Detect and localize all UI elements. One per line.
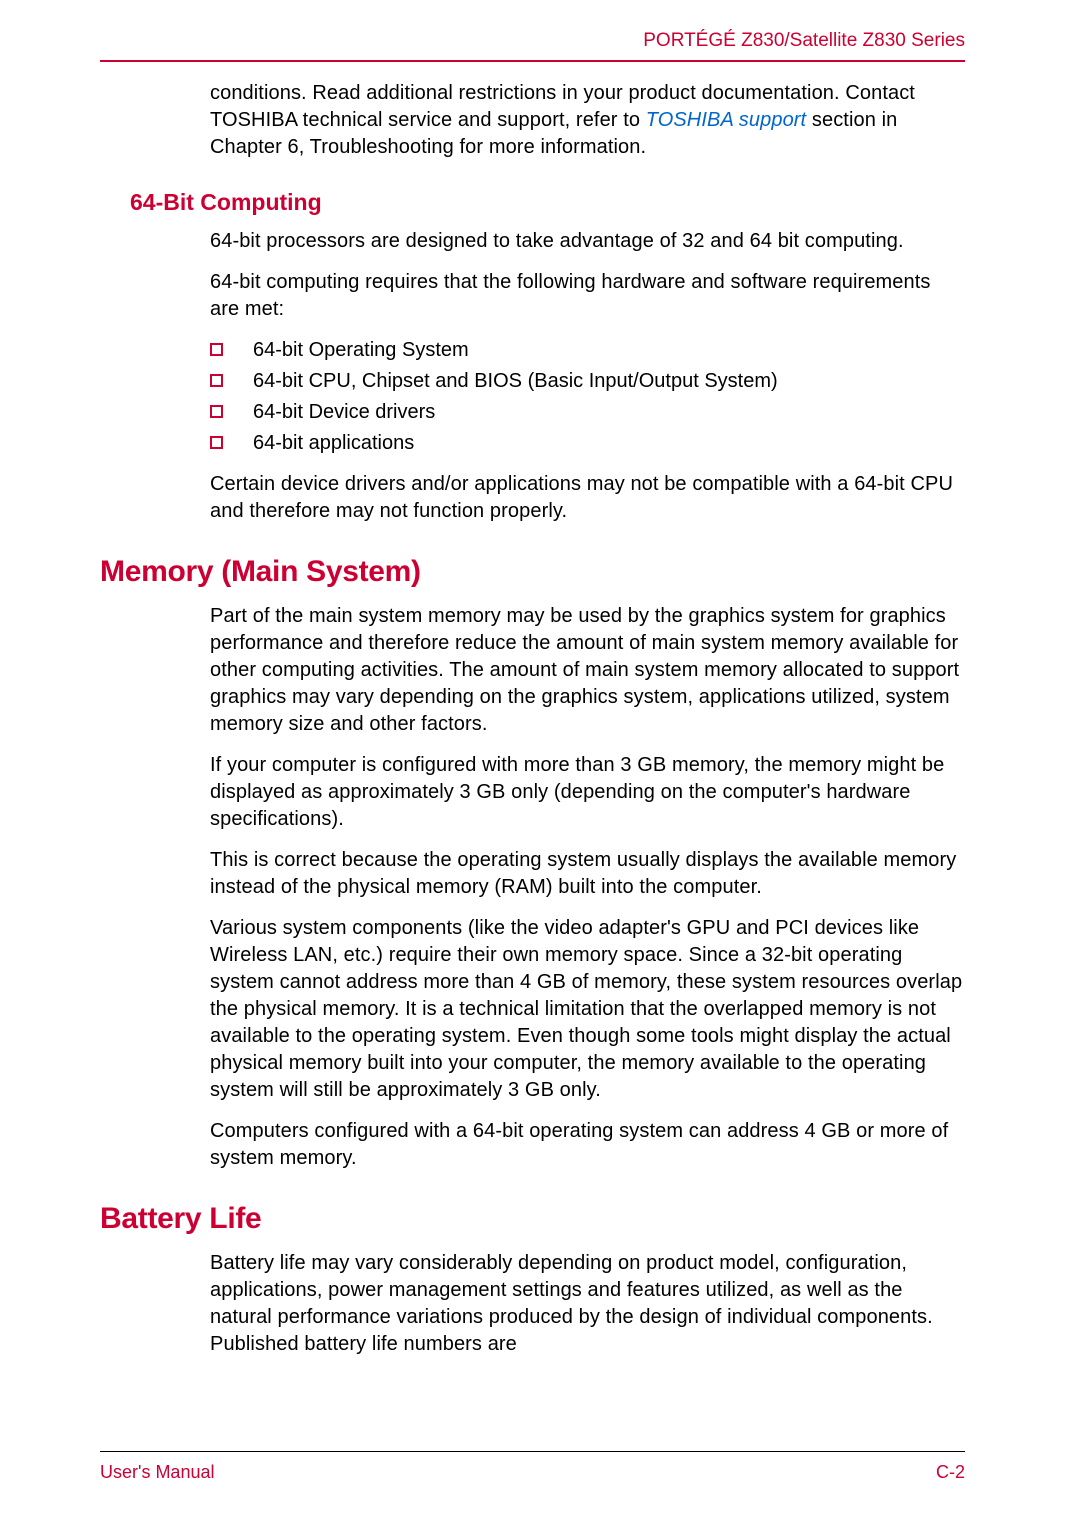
- bullet-text: 64-bit applications: [253, 430, 414, 457]
- bullet-text: 64-bit Device drivers: [253, 399, 435, 426]
- bullet-list-64bit: 64-bit Operating System 64-bit CPU, Chip…: [210, 337, 965, 457]
- square-bullet-icon: [210, 436, 223, 449]
- para-memory-5: Computers configured with a 64-bit opera…: [210, 1118, 965, 1172]
- square-bullet-icon: [210, 343, 223, 356]
- square-bullet-icon: [210, 374, 223, 387]
- list-item: 64-bit Operating System: [210, 337, 965, 364]
- list-item: 64-bit CPU, Chipset and BIOS (Basic Inpu…: [210, 368, 965, 395]
- heading-battery: Battery Life: [100, 1202, 965, 1236]
- para-battery-1: Battery life may vary considerably depen…: [210, 1250, 965, 1358]
- square-bullet-icon: [210, 405, 223, 418]
- page-footer: User's Manual C-2: [100, 1451, 965, 1483]
- heading-memory: Memory (Main System): [100, 555, 965, 589]
- para-memory-1: Part of the main system memory may be us…: [210, 603, 965, 738]
- bullet-text: 64-bit CPU, Chipset and BIOS (Basic Inpu…: [253, 368, 778, 395]
- toshiba-support-link[interactable]: TOSHIBA support: [646, 109, 806, 131]
- para-64bit-2: 64-bit computing requires that the follo…: [210, 269, 965, 323]
- para-64bit-1: 64-bit processors are designed to take a…: [210, 228, 965, 255]
- para-64bit-3: Certain device drivers and/or applicatio…: [210, 471, 965, 525]
- page-header: PORTÉGÉ Z830/Satellite Z830 Series: [100, 30, 965, 62]
- heading-64bit-computing: 64-Bit Computing: [130, 189, 965, 216]
- intro-paragraph: conditions. Read additional restrictions…: [210, 80, 965, 161]
- para-memory-4: Various system components (like the vide…: [210, 915, 965, 1104]
- list-item: 64-bit applications: [210, 430, 965, 457]
- bullet-text: 64-bit Operating System: [253, 337, 469, 364]
- footer-left: User's Manual: [100, 1462, 214, 1483]
- para-memory-2: If your computer is configured with more…: [210, 752, 965, 833]
- para-memory-3: This is correct because the operating sy…: [210, 847, 965, 901]
- list-item: 64-bit Device drivers: [210, 399, 965, 426]
- document-page: PORTÉGÉ Z830/Satellite Z830 Series condi…: [0, 0, 1080, 1402]
- footer-right: C-2: [936, 1462, 965, 1483]
